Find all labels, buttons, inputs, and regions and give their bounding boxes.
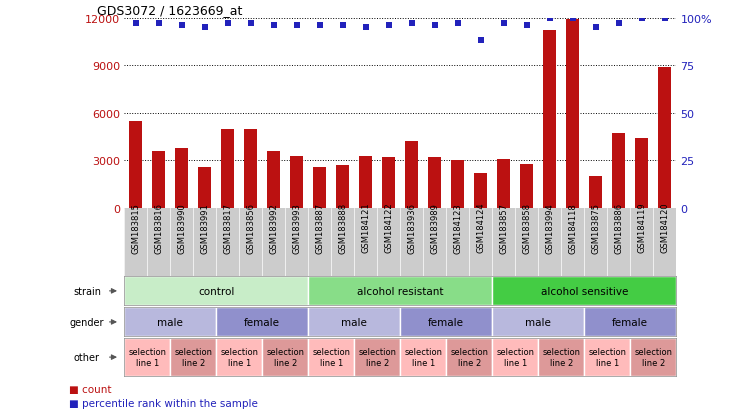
Point	[452, 21, 463, 28]
Text: other: other	[74, 352, 100, 362]
Text: selection
line 1: selection line 1	[128, 348, 166, 367]
Bar	[124, 339, 170, 376]
Text: selection
line 2: selection line 2	[635, 348, 673, 367]
Text: selection
line 2: selection line 2	[450, 348, 488, 367]
Text: alcohol sensitive: alcohol sensitive	[540, 286, 628, 296]
Bar	[382, 158, 395, 209]
Bar	[268, 152, 280, 209]
Text: gender: gender	[69, 317, 105, 327]
Point	[153, 21, 164, 28]
Text: selection
line 2: selection line 2	[266, 348, 304, 367]
Bar	[153, 152, 165, 209]
Bar	[543, 31, 556, 209]
Point	[659, 15, 670, 22]
Bar	[308, 308, 401, 337]
Bar	[308, 339, 355, 376]
Point	[268, 23, 279, 29]
Point	[475, 38, 487, 45]
Bar	[492, 308, 584, 337]
Point	[130, 21, 142, 28]
Bar	[589, 177, 602, 209]
Bar	[221, 129, 234, 209]
Text: selection
line 2: selection line 2	[174, 348, 212, 367]
Point	[498, 21, 510, 28]
Point	[521, 23, 533, 29]
Point	[383, 23, 395, 29]
Point	[245, 21, 257, 28]
Bar	[336, 166, 349, 209]
Bar	[428, 158, 441, 209]
Text: selection
line 1: selection line 1	[588, 348, 626, 367]
Point	[222, 21, 234, 28]
Point	[176, 23, 188, 29]
Bar	[538, 339, 584, 376]
Point	[544, 15, 556, 22]
Point	[406, 21, 417, 28]
Text: male: male	[526, 317, 551, 327]
Text: female: female	[428, 317, 464, 327]
Bar	[659, 68, 671, 209]
Bar	[613, 134, 625, 209]
Bar	[406, 142, 418, 209]
Text: selection
line 1: selection line 1	[220, 348, 258, 367]
Text: alcohol resistant: alcohol resistant	[357, 286, 444, 296]
Text: ■ percentile rank within the sample: ■ percentile rank within the sample	[69, 398, 258, 408]
Text: selection
line 2: selection line 2	[358, 348, 396, 367]
Bar	[567, 20, 579, 209]
Bar	[308, 277, 492, 306]
Bar	[492, 277, 676, 306]
Text: GDS3072 / 1623669_at: GDS3072 / 1623669_at	[96, 5, 242, 17]
Bar	[262, 339, 308, 376]
Text: selection
line 1: selection line 1	[496, 348, 534, 367]
Bar	[635, 139, 648, 209]
Bar	[129, 121, 142, 209]
Text: strain: strain	[73, 286, 101, 296]
Point	[613, 21, 624, 28]
Bar	[630, 339, 676, 376]
Bar	[520, 164, 533, 209]
Bar	[216, 339, 262, 376]
Bar	[216, 308, 308, 337]
Point	[360, 25, 371, 31]
Bar	[451, 161, 464, 209]
Point	[636, 15, 648, 22]
Point	[314, 23, 325, 29]
Bar	[401, 339, 446, 376]
Text: male: male	[157, 317, 183, 327]
Bar	[360, 157, 372, 209]
Text: selection
line 1: selection line 1	[404, 348, 442, 367]
Point	[337, 23, 349, 29]
Text: female: female	[244, 317, 280, 327]
Text: female: female	[612, 317, 648, 327]
Bar	[314, 167, 326, 209]
Bar	[290, 157, 303, 209]
Point	[429, 23, 441, 29]
Text: male: male	[341, 317, 367, 327]
Bar	[170, 339, 216, 376]
Point	[199, 25, 211, 31]
Text: control: control	[198, 286, 235, 296]
Bar	[124, 277, 308, 306]
Bar	[244, 129, 257, 209]
Bar	[497, 159, 510, 209]
Bar	[446, 339, 492, 376]
Text: ■ count: ■ count	[69, 384, 112, 394]
Bar	[175, 148, 188, 209]
Bar	[584, 339, 630, 376]
Bar	[198, 167, 211, 209]
Bar	[355, 339, 401, 376]
Bar	[124, 308, 216, 337]
Text: selection
line 2: selection line 2	[542, 348, 580, 367]
Point	[590, 25, 602, 31]
Bar	[401, 308, 492, 337]
Bar	[474, 174, 487, 209]
Point	[291, 23, 303, 29]
Bar	[584, 308, 676, 337]
Bar	[492, 339, 538, 376]
Text: selection
line 1: selection line 1	[312, 348, 350, 367]
Point	[567, 15, 578, 22]
